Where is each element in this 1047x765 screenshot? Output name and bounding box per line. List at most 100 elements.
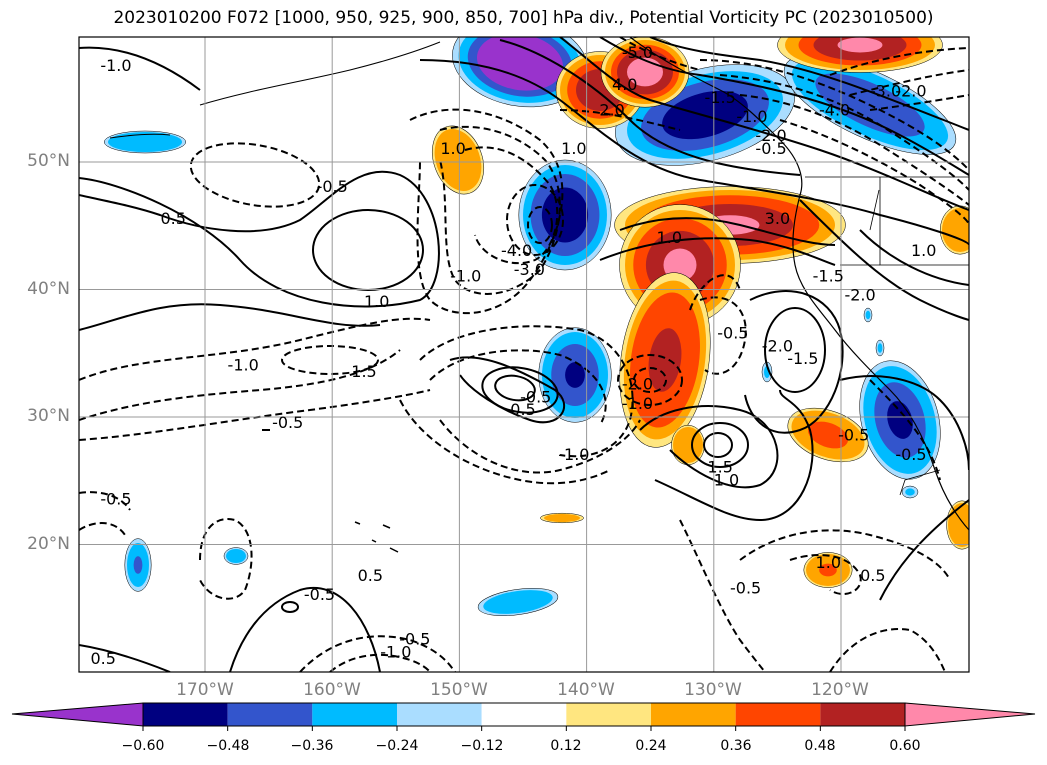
positive-divergence-contour bbox=[639, 405, 779, 489]
contour-label: -0.5 bbox=[49, 349, 80, 368]
positive-divergence-contour bbox=[879, 499, 969, 601]
lon-label-140w: 140°W bbox=[557, 680, 615, 700]
contour-label: 0.5 bbox=[358, 566, 383, 585]
contour-label: 1.0 bbox=[364, 292, 389, 311]
pv-anomaly-patch bbox=[108, 132, 182, 152]
contour-label: -0.5 bbox=[304, 585, 335, 604]
pv-anomaly-patch bbox=[476, 37, 564, 91]
coastline bbox=[354, 521, 399, 553]
positive-divergence-contour bbox=[839, 375, 969, 471]
contour-label: 2.0 bbox=[599, 101, 624, 120]
contour-label: -2.0 bbox=[844, 285, 875, 304]
lon-label-160w: 160°W bbox=[303, 680, 361, 700]
positive-divergence-contour bbox=[481, 366, 559, 414]
colorbar bbox=[11, 702, 1036, 731]
pv-anomaly-patch bbox=[837, 37, 883, 53]
negative-divergence-contour bbox=[79, 491, 131, 511]
negative-divergence-contour bbox=[829, 47, 969, 76]
colorbar-segment bbox=[566, 703, 651, 726]
negative-divergence-contour bbox=[739, 94, 969, 206]
contour-label: -1.0 bbox=[736, 107, 767, 126]
negative-divergence-contour bbox=[679, 519, 766, 672]
positive-divergence-contour bbox=[281, 601, 299, 613]
contour-label: 0.5 bbox=[160, 209, 185, 228]
contour-label: 4.0 bbox=[612, 75, 637, 94]
contour-label: -5.0 bbox=[622, 43, 653, 62]
positive-divergence-contour bbox=[691, 422, 749, 468]
colorbar-segment bbox=[143, 703, 228, 726]
contour-label: 0.5 bbox=[52, 88, 77, 107]
pv-anomaly-patch bbox=[905, 488, 915, 496]
positive-divergence-contour bbox=[654, 389, 814, 521]
negative-divergence-contour bbox=[429, 349, 607, 426]
negative-divergence-contour bbox=[699, 296, 747, 375]
lon-label-120w: 120°W bbox=[811, 680, 869, 700]
pv-anomaly-patch bbox=[226, 549, 246, 563]
lon-label-150w: 150°W bbox=[430, 680, 488, 700]
positive-divergence-contour bbox=[419, 59, 969, 246]
contour-label: -0.5 bbox=[717, 324, 748, 343]
contour-label: -1.0 bbox=[380, 642, 411, 661]
negative-divergence-contour bbox=[189, 142, 321, 208]
negative-divergence-contour bbox=[829, 628, 946, 672]
coastline bbox=[199, 41, 441, 106]
colorbar-tick: 0.48 bbox=[804, 738, 836, 754]
contour-label: 1.0 bbox=[561, 139, 586, 158]
colorbar-tick: 0.60 bbox=[889, 738, 921, 754]
negative-divergence-contour bbox=[869, 379, 941, 481]
pv-anomaly-patch bbox=[483, 590, 553, 614]
pv-anomaly-patch bbox=[544, 514, 580, 522]
contour-label: -1.5 bbox=[705, 88, 736, 107]
contour-label: -0.5 bbox=[895, 445, 926, 464]
contour-label: -2.0 bbox=[622, 375, 653, 394]
positive-divergence-contour bbox=[599, 37, 969, 176]
colorbar-segment bbox=[481, 703, 567, 726]
negative-divergence-contour bbox=[619, 37, 701, 71]
figure-title: 2023010200 F072 [1000, 950, 925, 900, 85… bbox=[113, 8, 934, 28]
contour-label: 1.0 bbox=[911, 241, 936, 260]
colorbar-tick: 0.12 bbox=[550, 738, 582, 754]
negative-divergence-contour bbox=[699, 59, 969, 171]
colorbar-extend-left bbox=[11, 702, 144, 727]
positive-divergence-contour bbox=[703, 432, 733, 458]
contour-labels: -1.00.50.5-0.51.0-1.0 1.5-0.5-0.5-0.5-0.5… bbox=[49, 43, 936, 668]
lat-label-30n: 30°N bbox=[27, 406, 70, 426]
contour-label: -2.0 bbox=[895, 81, 926, 100]
lon-label-170w: 170°W bbox=[176, 680, 234, 700]
colorbar-tick: −0.48 bbox=[206, 738, 250, 754]
negative-divergence-contour bbox=[719, 74, 969, 191]
contour-label: -0.5 bbox=[399, 630, 430, 649]
contour-label: -0.5 bbox=[317, 177, 348, 196]
contour-label: -0.5 bbox=[838, 426, 869, 445]
negative-divergence-contour bbox=[869, 94, 969, 111]
contour-label: 1.0 bbox=[714, 470, 739, 489]
negative-divergence-contour bbox=[633, 367, 667, 393]
coastline bbox=[899, 469, 941, 496]
negative-divergence-contour bbox=[464, 146, 559, 265]
contour-label: -1.5 bbox=[813, 266, 844, 285]
negative-divergence-contour bbox=[849, 69, 969, 96]
negative-divergence-contour bbox=[527, 206, 553, 244]
negative-divergence-contour bbox=[79, 389, 431, 441]
positive-divergence-contour bbox=[79, 644, 171, 672]
colorbar-tick: −0.36 bbox=[290, 738, 334, 754]
colorbar-frame bbox=[142, 702, 906, 727]
pv-anomaly-patch bbox=[133, 556, 143, 574]
contour-label: -0.5 bbox=[520, 387, 551, 406]
positive-divergence-contour bbox=[649, 37, 969, 131]
negative-divergence-contour bbox=[79, 317, 431, 381]
colorbar-tick: 0.36 bbox=[720, 738, 752, 754]
colorbar-extend-right bbox=[904, 702, 1036, 727]
negative-divergence-contour bbox=[399, 399, 611, 485]
positive-divergence-contour bbox=[79, 46, 201, 91]
positive-divergence-contour bbox=[764, 307, 826, 393]
positive-divergence-contour bbox=[799, 199, 969, 321]
coastline bbox=[869, 189, 880, 231]
contour-label: -1.0 bbox=[100, 56, 131, 75]
coastlines bbox=[109, 37, 969, 553]
colorbar-segment bbox=[735, 703, 821, 726]
positive-divergence-contour bbox=[499, 39, 801, 176]
negative-divergence-contour bbox=[409, 108, 564, 315]
contour-label: 3.0 bbox=[765, 209, 790, 228]
